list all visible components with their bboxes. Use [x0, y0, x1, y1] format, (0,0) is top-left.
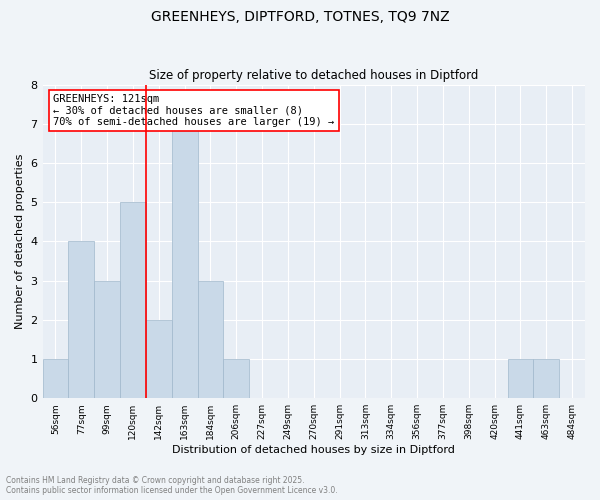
- Bar: [197, 280, 223, 398]
- X-axis label: Distribution of detached houses by size in Diptford: Distribution of detached houses by size …: [172, 445, 455, 455]
- Y-axis label: Number of detached properties: Number of detached properties: [15, 154, 25, 329]
- Bar: [508, 359, 533, 398]
- Bar: [223, 359, 249, 398]
- Title: Size of property relative to detached houses in Diptford: Size of property relative to detached ho…: [149, 69, 478, 82]
- Bar: [172, 124, 197, 398]
- Bar: [120, 202, 146, 398]
- Text: Contains HM Land Registry data © Crown copyright and database right 2025.
Contai: Contains HM Land Registry data © Crown c…: [6, 476, 338, 495]
- Bar: [146, 320, 172, 398]
- Text: GREENHEYS, DIPTFORD, TOTNES, TQ9 7NZ: GREENHEYS, DIPTFORD, TOTNES, TQ9 7NZ: [151, 10, 449, 24]
- Bar: [533, 359, 559, 398]
- Bar: [68, 242, 94, 398]
- Text: GREENHEYS: 121sqm
← 30% of detached houses are smaller (8)
70% of semi-detached : GREENHEYS: 121sqm ← 30% of detached hous…: [53, 94, 335, 127]
- Bar: [94, 280, 120, 398]
- Bar: [43, 359, 68, 398]
